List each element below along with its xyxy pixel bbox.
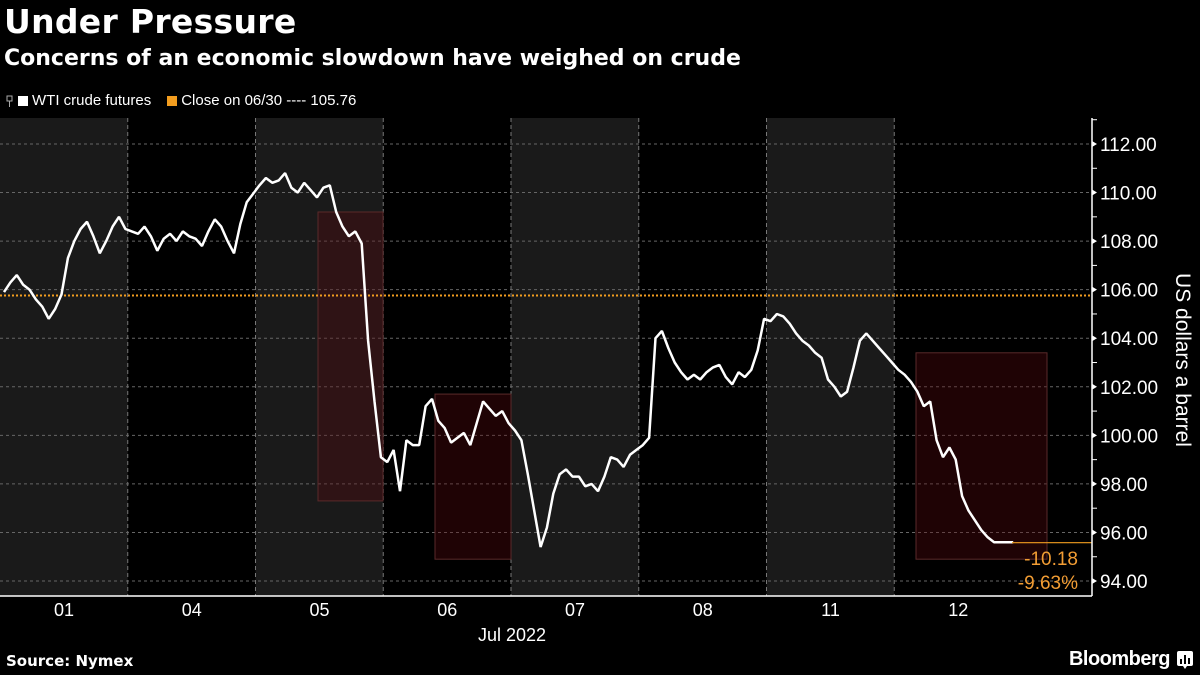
pct-annotation: -9.63% <box>1018 573 1078 594</box>
legend: WTI crude futures Close on 06/30 ---- 10… <box>6 92 366 109</box>
day-band-11 <box>766 118 895 596</box>
legend-item-wti: WTI crude futures <box>6 92 151 109</box>
highlight-boxes <box>317 211 1048 560</box>
legend-swatch-white <box>18 95 28 106</box>
y-tick-label: 100.00 <box>1100 426 1158 447</box>
x-tick-label: 08 <box>693 600 713 620</box>
x-tick-label: 01 <box>54 600 74 620</box>
legend-swatch-orange <box>167 95 178 106</box>
wti-series-line <box>2 172 1014 548</box>
y-axis-title: US dollars a barrel <box>1171 273 1194 447</box>
y-tick-label: 104.00 <box>1100 329 1158 350</box>
x-tick-label: 04 <box>182 600 202 620</box>
x-axis: 01 04 05 06 07 08 11 12 <box>54 600 968 620</box>
source-note: Source: Nymex <box>6 652 134 670</box>
bloomberg-chart-icon <box>1177 651 1193 669</box>
x-tick-label: 11 <box>821 600 840 620</box>
y-tick-label: 110.00 <box>1100 184 1157 205</box>
x-tick-label: 12 <box>948 600 968 620</box>
y-tick-label: 108.00 <box>1100 232 1158 253</box>
chart-subtitle: Concerns of an economic slowdown have we… <box>4 46 741 71</box>
highlight-box-05 <box>317 211 384 502</box>
candlestick-icon <box>6 95 13 107</box>
x-tick-label: 07 <box>565 600 585 620</box>
x-tick-label: 05 <box>309 600 329 620</box>
y-tick-label: 94.00 <box>1100 572 1148 593</box>
day-band-07 <box>511 118 639 596</box>
legend-item-close: Close on 06/30 ---- 105.76 <box>167 92 356 109</box>
legend-label-wti: WTI crude futures <box>32 92 152 109</box>
y-tick-label: 96.00 <box>1100 523 1148 544</box>
chart-title: Under Pressure <box>4 2 297 41</box>
y-tick-label: 106.00 <box>1100 281 1158 302</box>
y-tick-label: 98.00 <box>1100 475 1148 496</box>
y-axis: 94.00 96.00 98.00 100.00 102.00 104.00 106.00 1… <box>0 118 1158 597</box>
day-band-05 <box>255 118 384 596</box>
day-bands <box>0 118 895 596</box>
y-tick-label: 112.00 <box>1100 135 1157 156</box>
bloomberg-logo: Bloomberg <box>1068 648 1171 670</box>
x-axis-title: Jul 2022 <box>478 625 546 645</box>
highlight-box-06 <box>434 393 512 560</box>
y-tick-label: 102.00 <box>1100 378 1158 399</box>
highlight-box-12 <box>915 352 1048 560</box>
x-tick-label: 06 <box>437 600 457 620</box>
legend-label-close: Close on 06/30 ---- 105.76 <box>181 92 357 109</box>
change-annotation: -10.18 <box>1024 549 1078 570</box>
day-band-01 <box>0 118 128 596</box>
